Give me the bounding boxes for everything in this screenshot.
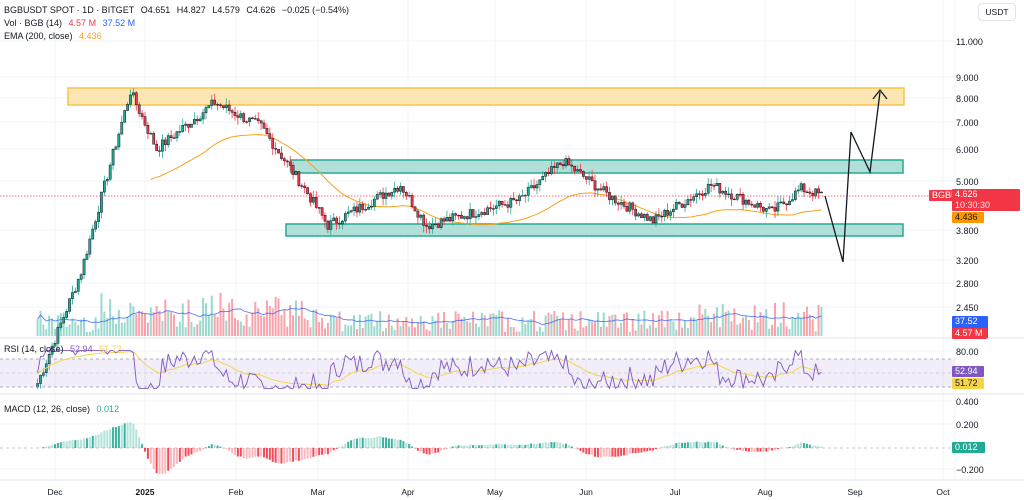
time-axis-label: Jun — [579, 487, 593, 497]
time-axis-label: Oct — [936, 487, 950, 497]
ema-value: 4.436 — [79, 31, 102, 41]
high-value: H4.827 — [176, 5, 206, 15]
mid-resistance-zone — [290, 159, 904, 174]
volume-bars — [36, 292, 823, 336]
rsi-tag: 52.94 — [952, 366, 984, 377]
macd-tick: 0.200 — [956, 420, 979, 430]
low-value: L4.579 — [212, 5, 240, 15]
price-tick: 3.800 — [956, 226, 979, 236]
open-value: O4.651 — [140, 5, 171, 15]
price-tick: 2.450 — [956, 303, 979, 313]
macd-tick: −0.200 — [956, 465, 984, 475]
volume-tag: 4.57 M — [952, 328, 987, 339]
ema-200-line — [150, 134, 822, 226]
ema-legend[interactable]: EMA (200, close) 4.436 — [4, 30, 106, 42]
time-axis-label: Jul — [669, 487, 681, 497]
time-axis-label: Aug — [757, 487, 773, 497]
volume-legend[interactable]: Vol · BGB (14) 4.57 M 37.52 M — [4, 17, 139, 29]
macd-legend[interactable]: MACD (12, 26, close) 0.012 — [4, 403, 123, 415]
rsi-ma-line — [37, 351, 822, 386]
ema-price-tag: 4.436 — [952, 212, 984, 223]
last-price: 4.626 — [955, 189, 978, 199]
rsi-value: 52.94 — [70, 344, 93, 354]
macd-histogram — [39, 422, 823, 474]
macd-tick: 0.400 — [956, 397, 979, 407]
ema-label: EMA (200, close) — [4, 31, 73, 41]
time-axis-label: Apr — [401, 487, 415, 497]
last-price-tag: 4.626 10:30:30 — [952, 189, 1020, 211]
price-tick: 3.200 — [956, 256, 979, 266]
price-tick: 7.000 — [956, 118, 979, 128]
support-zone — [285, 223, 904, 237]
volume-label: Vol · BGB (14) — [4, 18, 63, 28]
currency-selector[interactable]: USDT — [978, 3, 1016, 21]
price-tick: 9.000 — [956, 73, 979, 83]
macd-value: 0.012 — [96, 404, 120, 414]
macd-tag: 0.012 — [952, 442, 985, 453]
resistance-zone — [67, 87, 905, 106]
rsi-ma-tag: 51.72 — [952, 378, 984, 389]
rsi-label: RSI (14, close) — [4, 344, 64, 354]
time-axis-label: Feb — [228, 487, 244, 497]
candlesticks — [36, 88, 823, 390]
volume-value: 4.57 M — [68, 18, 97, 28]
time-axis-label: May — [486, 487, 504, 497]
price-tick: 6.000 — [956, 145, 979, 155]
price-tick: 8.000 — [956, 94, 979, 104]
rsi-ma-value: 51.72 — [99, 344, 122, 354]
time-axis-label: 2025 — [135, 487, 155, 497]
rsi-legend[interactable]: RSI (14, close) 52.94 51.72 — [4, 343, 126, 355]
price-tick: 5.000 — [956, 177, 979, 187]
rsi-line — [37, 349, 822, 390]
time-axis-label: Mar — [310, 487, 326, 497]
symbol-legend[interactable]: BGBUSDT SPOT · 1D · BITGET O4.651 H4.827… — [4, 4, 353, 16]
macd-label: MACD (12, 26, close) — [4, 404, 91, 414]
rsi-tick: 80.00 — [956, 347, 979, 357]
volume-ma-line — [37, 307, 822, 326]
projection-path — [824, 91, 881, 263]
symbol-title: BGBUSDT SPOT · 1D · BITGET — [4, 5, 135, 15]
change-value: −0.025 (−0.54%) — [281, 5, 349, 15]
price-tick: 11.000 — [956, 37, 983, 47]
projection-arrowhead — [872, 88, 888, 100]
bar-countdown: 10:30:30 — [955, 200, 991, 210]
time-axis-label: Dec — [47, 487, 63, 497]
close-value: C4.626 — [246, 5, 276, 15]
time-axis-label: Sep — [847, 487, 863, 497]
price-tick: 2.800 — [956, 279, 979, 289]
volume-ma-value: 37.52 M — [102, 18, 136, 28]
